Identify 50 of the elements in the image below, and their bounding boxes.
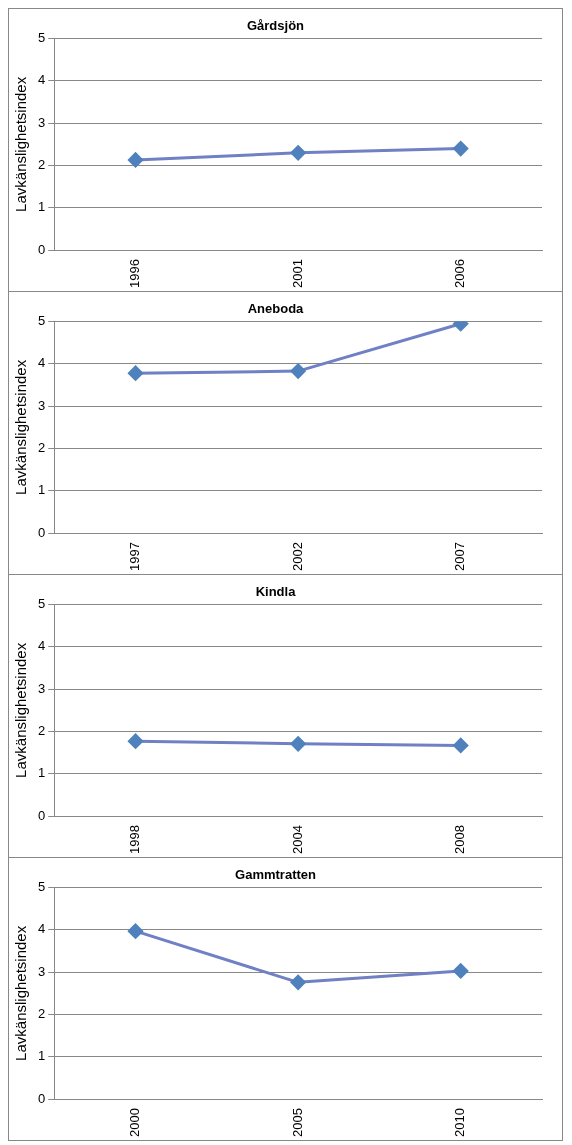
point [290, 974, 306, 990]
y-tick-label: 2 [38, 1006, 46, 1022]
y-tick-label: 0 [38, 1090, 46, 1106]
y-tick-label: 2 [38, 157, 46, 173]
point [453, 963, 469, 979]
x-tick-label: 2004 [289, 825, 305, 854]
x-tick-label: 2006 [452, 259, 468, 288]
y-axis-title: Lavkänslighetsindex [12, 359, 30, 495]
x-tick-label: 2008 [452, 825, 468, 854]
y-tick-label: 5 [38, 313, 46, 329]
y-tick-label: 0 [38, 241, 46, 257]
y-tick-label: 0 [38, 524, 46, 540]
y-tick-label: 1 [38, 482, 46, 498]
point [128, 152, 144, 168]
x-tick-label: 1997 [127, 542, 143, 571]
y-tick-label: 3 [38, 397, 46, 413]
x-tick-label: 2007 [452, 542, 468, 571]
y-tick-label: 4 [38, 638, 46, 654]
point [453, 141, 469, 157]
chart-title: Gårdsjön [246, 18, 305, 34]
y-tick-label: 2 [38, 440, 46, 456]
y-tick-label: 4 [38, 72, 46, 88]
y-tick-label: 1 [38, 765, 46, 781]
y-tick-label: 3 [38, 114, 46, 130]
y-axis-title: Lavkänslighetsindex [12, 76, 30, 212]
y-tick-label: 0 [38, 807, 46, 823]
y-tick-label: 2 [38, 723, 46, 739]
x-tick-label: 1996 [127, 259, 143, 288]
y-axis-title: Lavkänslighetsindex [12, 925, 30, 1061]
y-tick-label: 4 [38, 921, 46, 937]
y-tick-label: 5 [38, 596, 46, 612]
y-tick-label: 4 [38, 355, 46, 371]
y-tick-label: 1 [38, 1048, 46, 1064]
point [290, 145, 306, 161]
chart-title: Kindla [255, 584, 297, 600]
x-tick-label: 2001 [289, 259, 305, 288]
x-tick-label: 2010 [452, 1108, 468, 1137]
chart-title: Aneboda [247, 301, 305, 317]
y-tick-label: 3 [38, 963, 46, 979]
x-tick-label: 2005 [289, 1108, 305, 1137]
y-tick-label: 1 [38, 199, 46, 215]
chart-title: Gammtratten [235, 867, 317, 883]
x-tick-label: 2002 [289, 542, 305, 571]
y-tick-label: 5 [38, 879, 46, 895]
y-tick-label: 3 [38, 680, 46, 696]
y-axis-title: Lavkänslighetsindex [12, 642, 30, 778]
point [128, 923, 144, 939]
x-tick-label: 1998 [127, 825, 143, 854]
x-tick-label: 2000 [127, 1108, 143, 1137]
y-tick-label: 5 [38, 30, 46, 46]
